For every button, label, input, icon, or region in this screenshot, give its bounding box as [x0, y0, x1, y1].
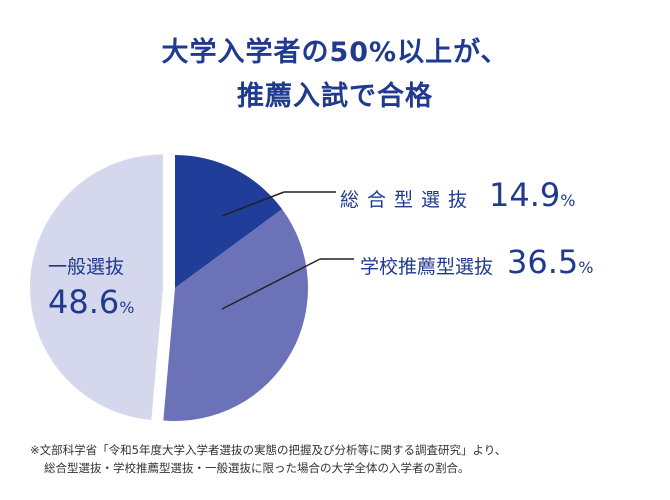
- label-sogo: 総合型選抜 14.9%: [340, 176, 575, 214]
- title-line-1: 大学入学者の50%以上が、: [161, 37, 509, 68]
- label-suisen: 学校推薦型選抜 36.5%: [360, 243, 593, 281]
- label-sogo-unit: %: [560, 191, 576, 210]
- label-ippan-name: 一般選抜: [48, 256, 125, 278]
- label-suisen-unit: %: [578, 258, 594, 277]
- label-ippan-unit: %: [119, 298, 135, 317]
- pie-slice-2: [30, 154, 164, 420]
- label-suisen-value: 36.5: [507, 243, 579, 281]
- pie-slice-1: [163, 209, 309, 422]
- footnote-line-1: ※文部科学省「令和5年度大学入学者選抜の実態の把握及び分析等に関する調査研究」よ…: [30, 443, 507, 457]
- label-sogo-value: 14.9: [489, 176, 561, 214]
- pie-slice-0: [175, 155, 283, 288]
- label-ippan-value: 48.6%: [48, 283, 134, 321]
- footnote: ※文部科学省「令和5年度大学入学者選抜の実態の把握及び分析等に関する調査研究」よ…: [30, 441, 506, 477]
- footnote-line-2: 総合型選抜・学校推薦型選抜・一般選抜に限った場合の大学全体の入学者の割合。: [44, 461, 470, 475]
- label-ippan: 一般選抜 48.6%: [48, 252, 134, 321]
- leader-line-suisen: [221, 258, 321, 310]
- label-sogo-name: 総合型選抜: [340, 189, 476, 211]
- label-ippan-number: 48.6: [48, 283, 120, 321]
- leader-line-sogo: [221, 191, 285, 217]
- title-line-2: 推薦入試で合格: [237, 81, 433, 112]
- label-suisen-name: 学校推薦型選抜: [360, 256, 494, 278]
